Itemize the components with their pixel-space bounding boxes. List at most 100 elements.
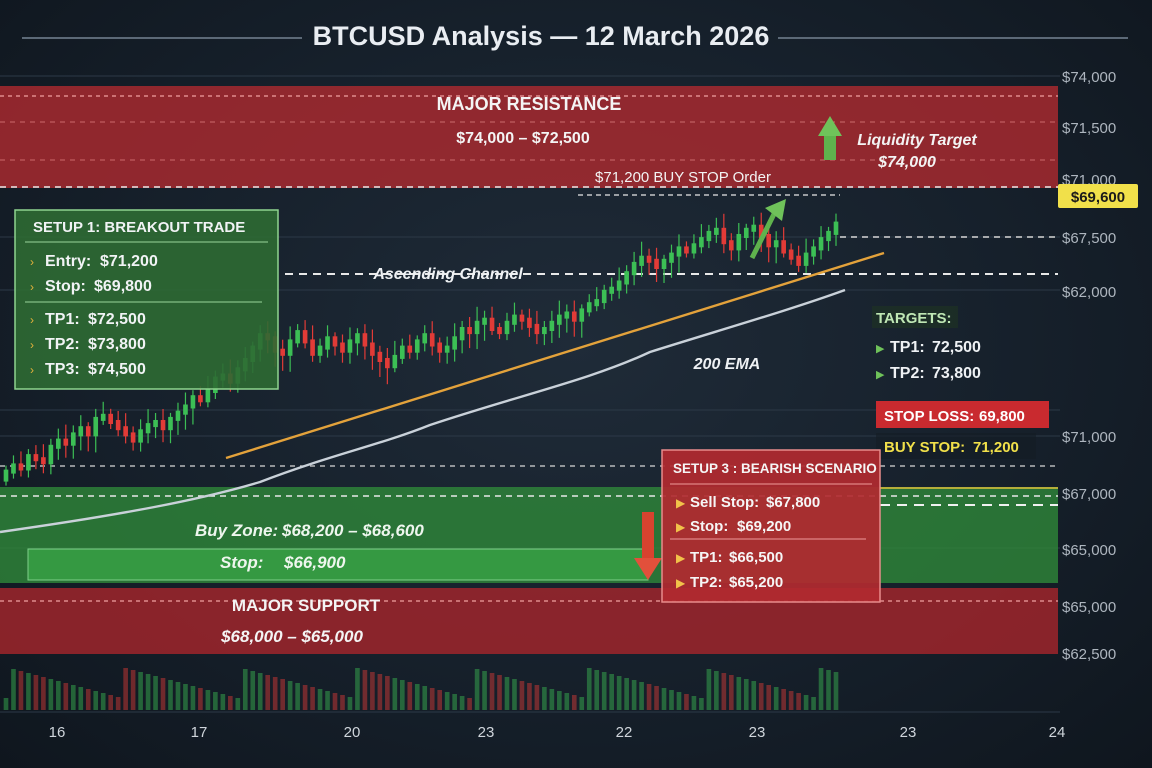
- bearish-arrow-icon: [634, 512, 662, 580]
- candle-body: [579, 308, 585, 322]
- volume-bar: [826, 670, 831, 710]
- candle-body: [639, 255, 644, 266]
- volume-bar: [190, 686, 196, 710]
- volume-bar: [444, 692, 450, 710]
- volume-bar: [399, 680, 405, 710]
- volume-bar: [355, 668, 360, 710]
- volume-bar: [534, 685, 540, 710]
- candle-body: [504, 320, 510, 335]
- candle-body: [138, 429, 143, 443]
- candle-body: [280, 348, 285, 356]
- setup3-box: SETUP 3 : BEARISH SCENARIO ▶ Sell Stop: …: [661, 449, 881, 603]
- volume-bar: [115, 697, 121, 710]
- candle-body: [56, 438, 61, 449]
- candle-body: [624, 271, 629, 285]
- volume-bar: [743, 679, 749, 710]
- candle-body: [497, 327, 502, 335]
- volume-bar: [452, 694, 457, 710]
- candle-body: [699, 237, 704, 248]
- targets-title: TARGETS:: [876, 310, 952, 327]
- current-price-tag: $69,600: [1058, 184, 1138, 208]
- candle-body: [325, 336, 330, 350]
- price-tick: $74,000: [1062, 69, 1116, 86]
- volume-bar: [93, 691, 99, 710]
- candle-body: [183, 404, 188, 415]
- candle-body: [542, 327, 547, 335]
- volume-bar: [676, 692, 682, 710]
- candle-body: [826, 230, 831, 242]
- setup1-entry-label: Entry:: [45, 253, 91, 270]
- volume-bar: [571, 695, 577, 710]
- candle-body: [130, 432, 136, 443]
- volume-bar: [631, 680, 637, 710]
- candle-body: [414, 339, 420, 353]
- volume-bar: [497, 675, 502, 710]
- volume-bar: [557, 691, 562, 710]
- volume-bar: [250, 671, 256, 710]
- candle-body: [93, 416, 99, 437]
- volume-bar: [175, 682, 181, 710]
- candle-body: [41, 457, 46, 465]
- volume-bar: [317, 689, 323, 710]
- volume-bar: [459, 696, 465, 710]
- x-tick: 23: [900, 724, 917, 741]
- candle-body: [728, 240, 734, 251]
- candle-body: [714, 227, 719, 235]
- volume-bar: [235, 698, 241, 710]
- candle-body: [474, 320, 480, 335]
- volume-bar: [706, 669, 712, 710]
- candle-body: [557, 314, 562, 325]
- candle-body: [100, 413, 106, 421]
- volume-bar: [818, 668, 824, 710]
- resistance-title: MAJOR RESISTANCE: [437, 94, 622, 114]
- candle-body: [145, 423, 151, 434]
- candle-body: [287, 339, 293, 356]
- volume-bar: [624, 678, 629, 710]
- volume-bar: [48, 679, 54, 710]
- candle-body: [609, 286, 614, 294]
- volume-bar: [228, 696, 233, 710]
- x-tick: 22: [616, 724, 633, 741]
- volume-bar: [811, 697, 816, 710]
- target-tp2-label: TP2:: [890, 365, 925, 382]
- candle-body: [527, 317, 532, 328]
- chart-title: BTCUSD Analysis — 12 March 2026: [313, 21, 770, 51]
- volume-bar: [340, 695, 345, 710]
- price-axis: $74,000 $71,500 $71,000 $67,500 $62,000 …: [1062, 69, 1116, 663]
- volume-bar: [123, 668, 128, 710]
- volume-bar: [564, 693, 570, 710]
- target-tp2-value: 73,800: [932, 365, 981, 382]
- volume-bar: [766, 685, 772, 710]
- candle-body: [392, 354, 398, 369]
- volume-bar: [100, 693, 106, 710]
- candle-body: [407, 345, 413, 353]
- volume-bars: [3, 668, 839, 710]
- candle-body: [160, 420, 166, 431]
- volume-bar: [3, 698, 9, 710]
- volume-bar: [183, 684, 188, 710]
- breakout-arrow-icon: [749, 199, 786, 260]
- volume-bar: [519, 681, 525, 710]
- setup1-entry-value: $71,200: [100, 253, 158, 270]
- candle-body: [751, 224, 757, 232]
- buy-zone-stop-value: $66,900: [283, 553, 346, 572]
- ema-200-line: [0, 288, 846, 534]
- setup1-title: SETUP 1: BREAKOUT TRADE: [33, 219, 245, 236]
- buy-zone-range: $68,200 – $68,600: [281, 521, 424, 540]
- volume-bar: [714, 671, 719, 710]
- setup3-tp1-value: $66,500: [729, 549, 783, 566]
- volume-bar: [609, 674, 614, 710]
- candle-body: [646, 255, 652, 263]
- candle-body: [788, 249, 794, 260]
- setup3-title: SETUP 3 : BEARISH SCENARIO: [673, 461, 877, 476]
- volume-bar: [63, 683, 69, 710]
- candle-body: [467, 327, 472, 335]
- setup3-tp1-label: TP1:: [690, 549, 723, 566]
- setup3-stop-value: $69,200: [737, 518, 791, 535]
- liquidity-arrow-icon: [818, 116, 842, 160]
- candle-body: [736, 234, 742, 251]
- target-tp1-label: TP1:: [890, 339, 925, 356]
- candle-body: [758, 224, 764, 238]
- volume-bar: [549, 689, 555, 710]
